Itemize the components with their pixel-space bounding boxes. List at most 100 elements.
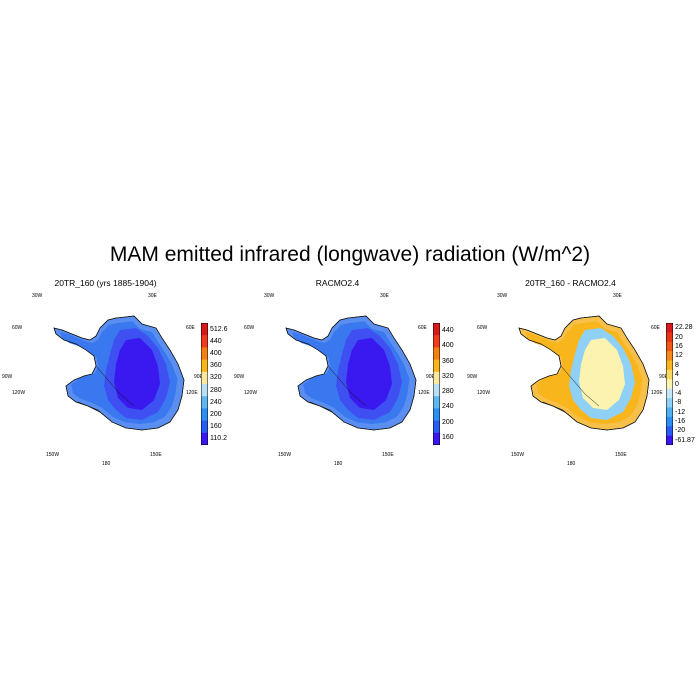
colorbar-swatch bbox=[433, 408, 440, 421]
colorbar-swatch bbox=[201, 335, 208, 348]
longitude-label: 90E bbox=[426, 374, 435, 380]
colorbar-swatch bbox=[666, 435, 673, 445]
colorbar-swatch bbox=[201, 396, 208, 409]
colorbar-tick-label: 0 bbox=[675, 380, 679, 388]
colorbar-swatch bbox=[201, 420, 208, 434]
colorbar-border bbox=[433, 323, 440, 445]
colorbar-swatch bbox=[666, 407, 673, 418]
colorbar-tick-label: 360 bbox=[442, 357, 454, 365]
colorbar-tick-label: -61.87 bbox=[675, 436, 695, 444]
longitude-label: 30W bbox=[264, 293, 275, 299]
longitude-label: 120W bbox=[244, 390, 258, 396]
colorbar-swatch bbox=[666, 341, 673, 352]
longitude-label: 150E bbox=[150, 452, 162, 458]
longitude-label: 60E bbox=[651, 325, 660, 331]
antarctica-map bbox=[53, 315, 185, 431]
colorbar-swatch bbox=[433, 335, 440, 348]
colorbar-tick-label: 4 bbox=[675, 371, 679, 379]
longitude-label: 30W bbox=[32, 293, 43, 299]
colorbar-tick-label: 400 bbox=[210, 350, 222, 357]
colorbar-swatch bbox=[201, 371, 208, 385]
colorbar-swatch bbox=[201, 347, 208, 360]
map-panel-3: 20TR_160 - RACMO2.4 30W 30E 60W 60E 90W 90E 120… bbox=[467, 272, 700, 467]
colorbar-tick-label: 20 bbox=[675, 333, 683, 341]
colorbar-tick-label: 280 bbox=[442, 388, 454, 396]
longitude-label: 60W bbox=[477, 325, 488, 331]
colorbar-swatch bbox=[201, 384, 208, 397]
colorbar-swatch bbox=[433, 384, 440, 397]
longitude-label: 60E bbox=[418, 325, 427, 331]
longitude-label: 60W bbox=[12, 325, 23, 331]
colorbar-swatch bbox=[433, 396, 440, 409]
panel-title: 20TR_160 (yrs 1885-1904) bbox=[54, 278, 157, 288]
colorbar-swatch bbox=[666, 332, 673, 343]
longitude-label: 120E bbox=[651, 390, 663, 396]
longitude-label: 120W bbox=[12, 390, 26, 396]
field-region bbox=[579, 338, 625, 410]
antarctica-map bbox=[518, 315, 650, 431]
colorbar-swatch bbox=[433, 347, 440, 360]
longitude-label: 30E bbox=[148, 293, 157, 299]
colorbar-tick-label: -12 bbox=[675, 408, 686, 416]
longitude-label: 90W bbox=[467, 374, 478, 380]
colorbar-tick-label: -20 bbox=[675, 427, 686, 435]
longitude-label: 90W bbox=[234, 374, 245, 380]
colorbar: 22.28 20 16 12 8 4 0 -4 -8 -12 -16 -20 -61.87 bbox=[666, 323, 700, 448]
colorbar-swatch bbox=[433, 420, 440, 434]
longitude-label: 60E bbox=[186, 325, 195, 331]
longitude-label: 90E bbox=[659, 374, 668, 380]
colorbar-tick-label: 360 bbox=[210, 362, 222, 370]
longitude-label: 180 bbox=[102, 461, 111, 467]
colorbar-tick-label: 400 bbox=[442, 342, 454, 350]
longitude-label: 30E bbox=[613, 293, 622, 299]
colorbar-swatch bbox=[666, 351, 673, 361]
longitude-label: 120W bbox=[477, 390, 491, 396]
ice-shelf-line bbox=[309, 365, 367, 423]
field-region bbox=[346, 338, 392, 410]
colorbar-tick-label: 16 bbox=[675, 342, 683, 350]
colorbar-tick-label: 240 bbox=[442, 403, 454, 411]
colorbar-tick-label: 320 bbox=[210, 374, 222, 382]
colorbar-swatch bbox=[201, 408, 208, 421]
colorbar-tick-label: 320 bbox=[442, 372, 454, 380]
colorbar: 440 400 360 320 280 240 200 160 bbox=[433, 323, 478, 448]
colorbar-tick-label: 440 bbox=[210, 337, 222, 345]
longitude-label: 30E bbox=[380, 293, 389, 299]
longitude-label: 150W bbox=[278, 452, 292, 458]
longitude-label: 150E bbox=[615, 452, 627, 458]
colorbar-swatch bbox=[666, 323, 673, 333]
colorbar-tick-label: 12 bbox=[675, 352, 683, 360]
colorbar-swatch bbox=[666, 388, 673, 399]
panel-title: 20TR_160 - RACMO2.4 bbox=[525, 278, 616, 288]
colorbar-swatch bbox=[433, 359, 440, 373]
longitude-label: 180 bbox=[567, 461, 576, 467]
longitude-label: 90W bbox=[2, 374, 13, 380]
colorbar: 512.6 440 400 360 320 280 240 200 160 110.2 bbox=[201, 323, 246, 448]
colorbar-tick-label: 22.28 bbox=[675, 324, 693, 332]
map-panel-2: RACMO2.4 30W 30E 60W 60E 90W 90E 120W 120E 150W 15… bbox=[234, 272, 478, 467]
colorbar-tick-label: 160 bbox=[442, 433, 454, 441]
colorbar-tick-label: 8 bbox=[675, 361, 679, 369]
ice-shelf-line bbox=[542, 365, 600, 423]
longitude-label: 150W bbox=[511, 452, 525, 458]
coastline bbox=[285, 315, 417, 431]
colorbar-swatch bbox=[666, 369, 673, 380]
colorbar-tick-label: 110.2 bbox=[210, 435, 227, 443]
longitude-label: 30W bbox=[497, 293, 508, 299]
colorbar-tick-label: 160 bbox=[210, 423, 222, 431]
colorbar-swatch bbox=[666, 379, 673, 389]
colorbar-swatch bbox=[666, 360, 673, 371]
colorbar-border bbox=[201, 323, 208, 445]
colorbar-tick-label: 512.6 bbox=[210, 325, 228, 333]
longitude-label: 120E bbox=[186, 390, 198, 396]
colorbar-swatch bbox=[201, 432, 208, 445]
colorbar-swatch bbox=[433, 432, 440, 445]
longitude-label: 60W bbox=[244, 325, 255, 331]
colorbar-swatch bbox=[433, 323, 440, 336]
longitude-label: 150E bbox=[382, 452, 394, 458]
colorbar-tick-label: 280 bbox=[210, 386, 222, 394]
colorbar-tick-label: -4 bbox=[675, 389, 682, 397]
colorbar-tick-label: 200 bbox=[210, 411, 222, 418]
figure-title: MAM emitted infrared (longwave) radiatio… bbox=[109, 243, 591, 266]
longitude-label: 90E bbox=[194, 374, 203, 380]
